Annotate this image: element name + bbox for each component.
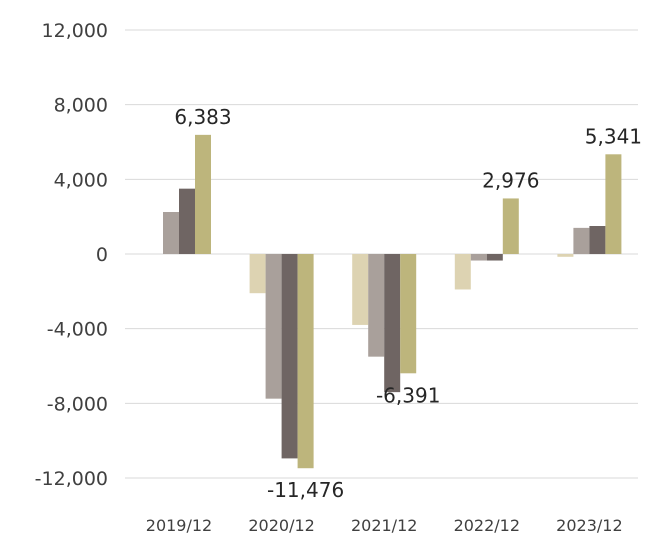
bar-2022-12-s2 <box>486 254 503 261</box>
y-tick-label: -4,000 <box>47 319 108 341</box>
data-labels: 6,383 -11,476 -6,391 2,976 5,341 <box>174 105 642 502</box>
bar-2019-12-s3 <box>195 134 211 254</box>
x-category-label: 2019/12 <box>146 516 212 535</box>
bar-2020-12-s1 <box>265 254 282 399</box>
y-tick-label: -12,000 <box>35 468 108 490</box>
bar-2019-12-s2 <box>179 188 195 254</box>
bar-2023-12-s0 <box>557 254 574 257</box>
data-label: -11,476 <box>267 478 344 502</box>
x-category-label: 2021/12 <box>351 516 417 535</box>
y-axis-ticks: 12,000 8,000 4,000 0 -4,000 -8,000 -12,000 <box>35 20 108 490</box>
data-label: -6,391 <box>376 383 440 407</box>
data-label: 2,976 <box>482 168 539 192</box>
bar-2023-12-s2 <box>589 226 606 254</box>
bar-2019-12-s1 <box>163 212 179 254</box>
y-tick-label: -8,000 <box>47 393 108 415</box>
bars <box>147 134 622 469</box>
bar-2020-12-s3 <box>297 254 314 469</box>
x-category-label: 2023/12 <box>556 516 622 535</box>
bar-2021-12-s1 <box>368 254 385 357</box>
bar-2021-12-s2 <box>384 254 401 393</box>
bar-2020-12-s2 <box>281 254 298 459</box>
y-tick-label: 8,000 <box>54 95 108 117</box>
bar-2022-12-s0 <box>454 254 471 290</box>
bar-2020-12-s0 <box>249 254 266 294</box>
bar-2022-12-s3 <box>502 198 519 254</box>
bar-2021-12-s0 <box>352 254 369 325</box>
x-category-label: 2020/12 <box>248 516 314 535</box>
y-tick-label: 12,000 <box>42 20 108 42</box>
data-label: 5,341 <box>585 124 642 148</box>
y-tick-label: 0 <box>96 244 108 266</box>
x-category-label: 2022/12 <box>454 516 520 535</box>
x-axis-categories: 2019/12 2020/12 2021/12 2022/12 2023/12 <box>146 516 623 535</box>
bar-2023-12-s3 <box>605 154 622 254</box>
bar-2022-12-s1 <box>470 254 487 261</box>
y-tick-label: 4,000 <box>54 169 108 191</box>
bar-2021-12-s3 <box>400 254 417 374</box>
data-label: 6,383 <box>174 105 231 129</box>
bar-2023-12-s1 <box>573 227 590 254</box>
